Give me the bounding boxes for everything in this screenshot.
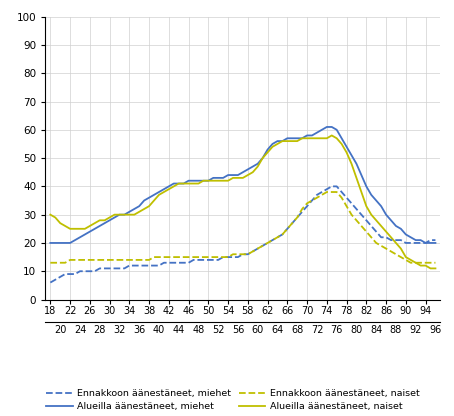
- Legend: Ennakkoon äänestäneet, miehet, Alueilla äänestäneet, miehet, Ennakkoon äänestäne: Ennakkoon äänestäneet, miehet, Alueilla …: [46, 389, 420, 411]
